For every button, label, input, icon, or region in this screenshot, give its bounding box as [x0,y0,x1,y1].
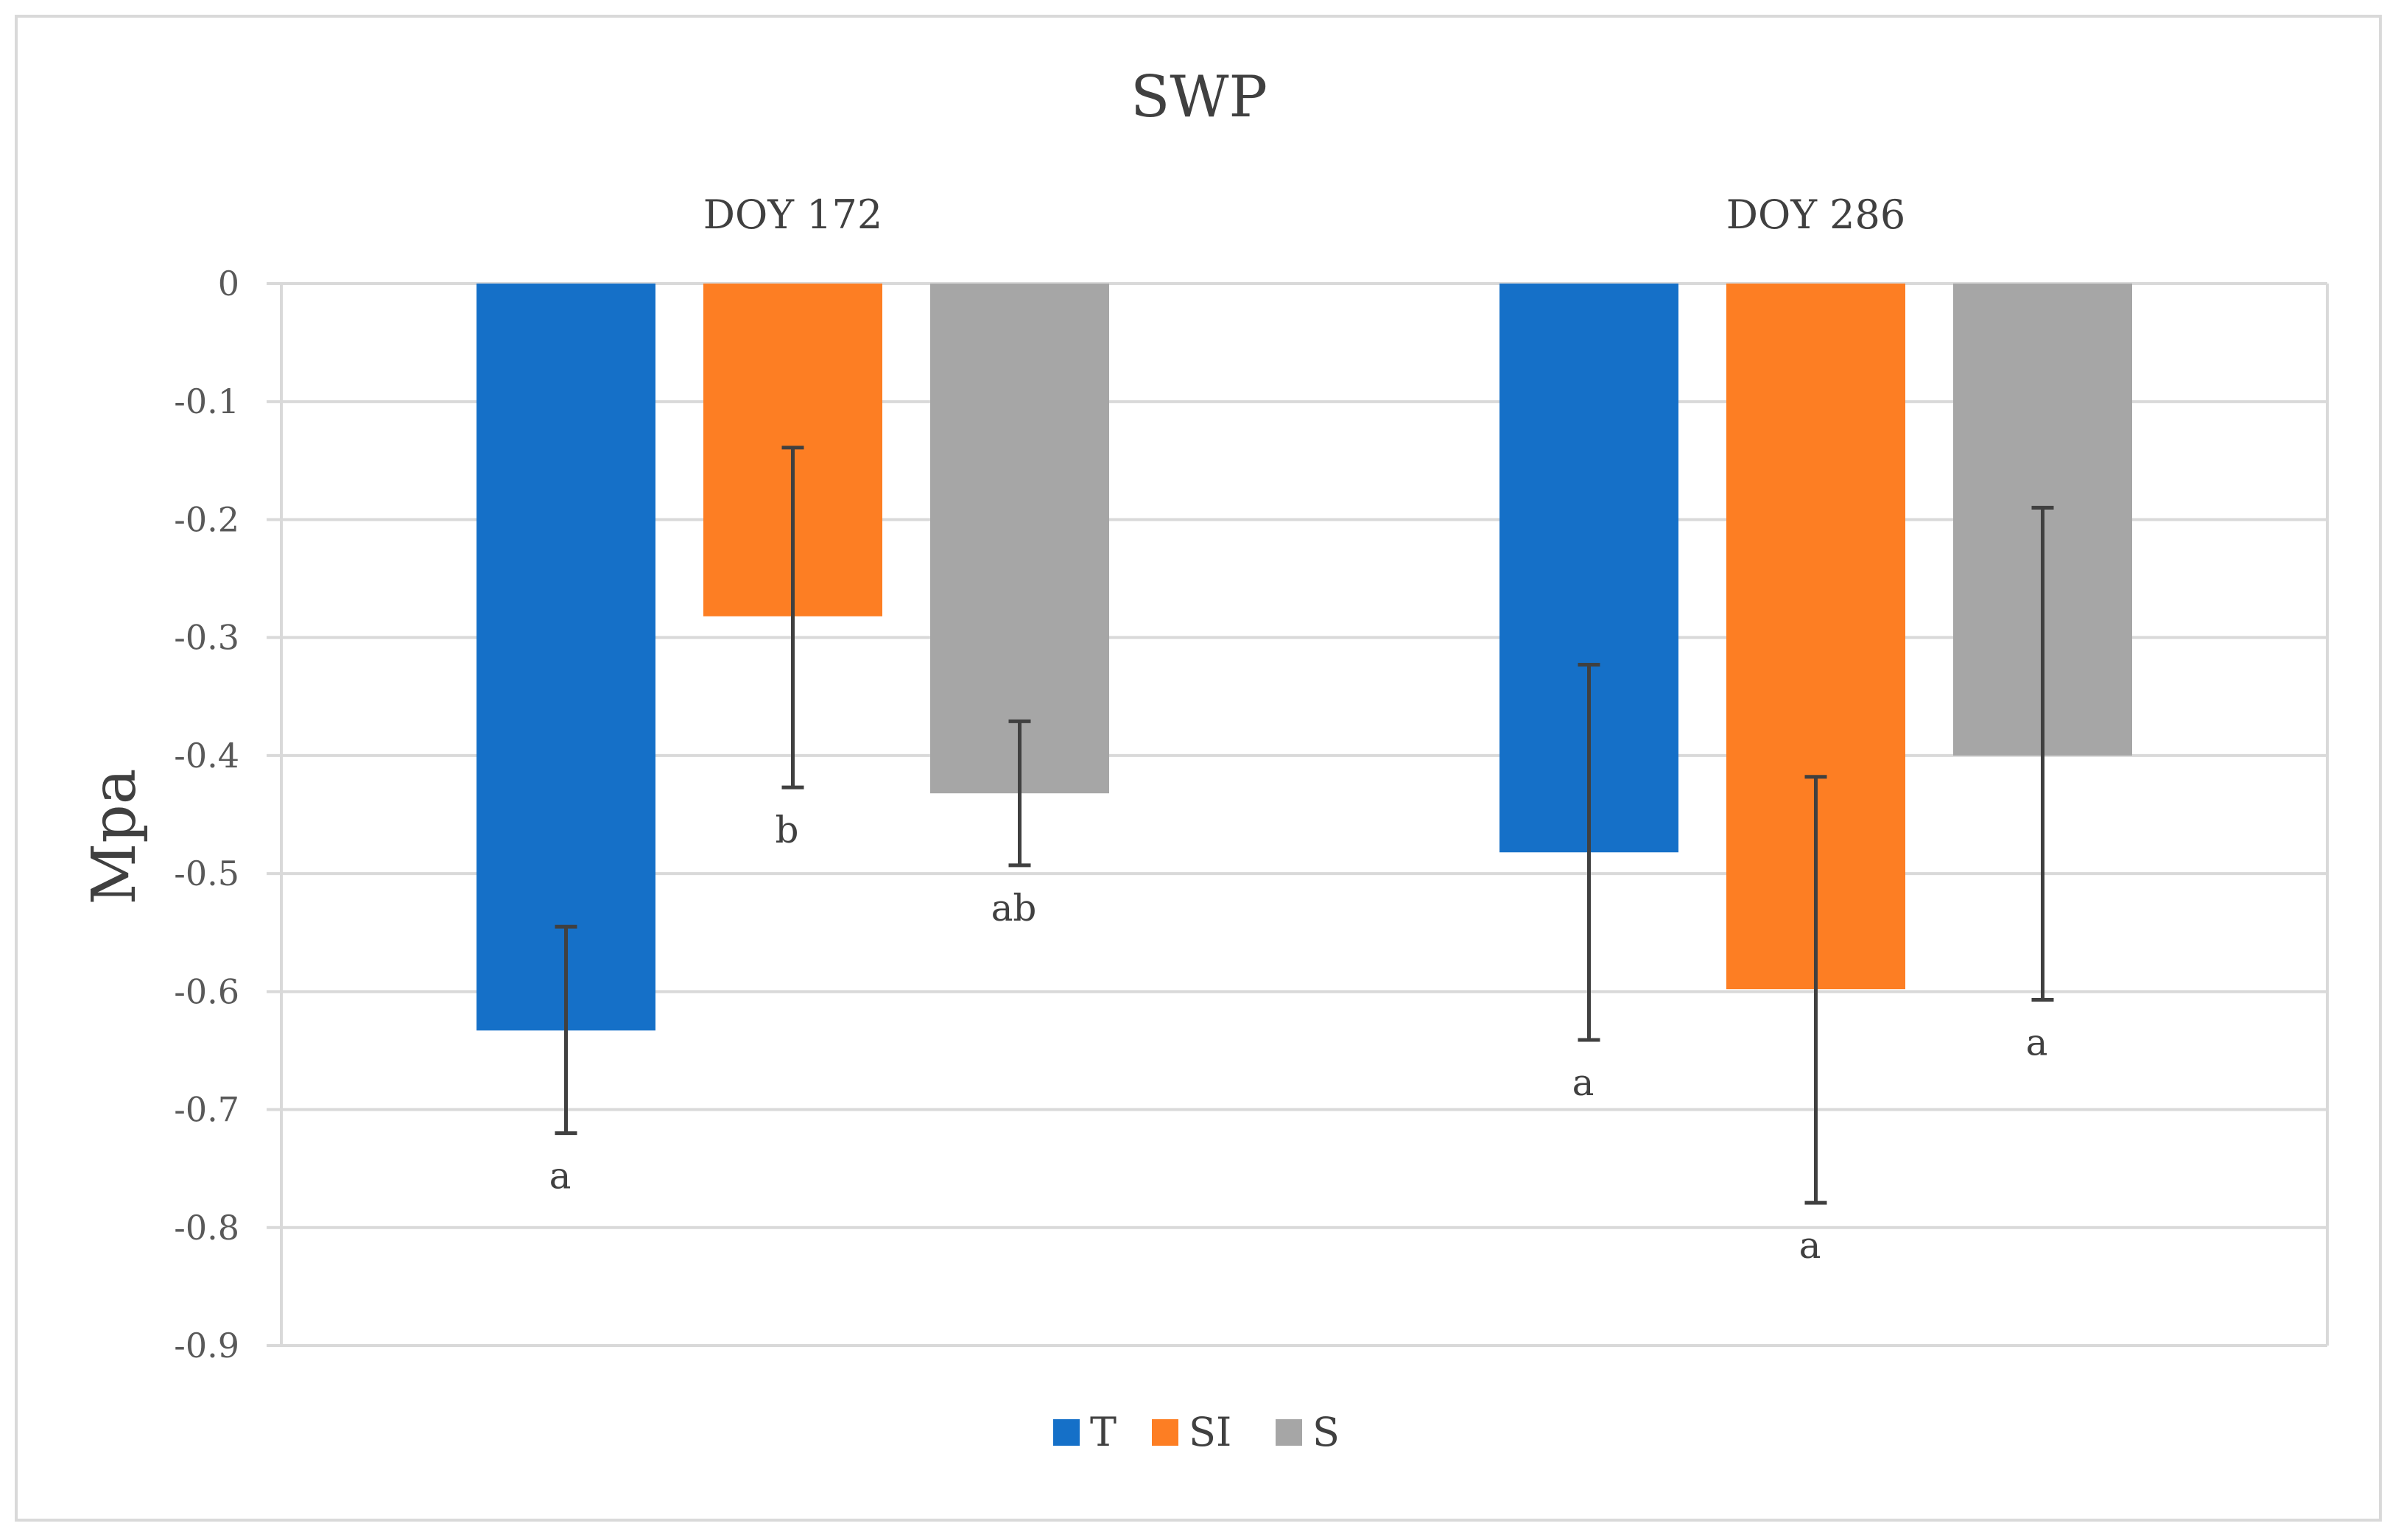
bars [477,284,2132,1031]
y-tick-label: -0.2 [174,499,239,539]
legend-swatch [1152,1419,1178,1446]
significance-label: a [2026,1022,2048,1064]
chart-title: SWP [1131,64,1267,130]
y-tick-label: 0 [218,264,239,303]
significance-label: ab [991,887,1037,929]
y-axis-ticks: 0 -0.1 -0.2 -0.3 -0.4 -0.5 -0.6 -0.7 -0.8 -0.9 [174,264,239,1365]
y-tick-label: -0.3 [174,618,239,658]
bar-t [477,284,655,1031]
y-tick-label: -0.9 [174,1326,239,1365]
significance-label: b [775,809,798,851]
y-tick-label: -0.4 [174,736,239,776]
bar-s [930,284,1109,794]
legend-swatch [1053,1419,1080,1446]
legend-swatch [1276,1419,1302,1446]
y-tick-label: -0.8 [174,1208,239,1248]
legend-label: S [1312,1409,1340,1455]
significance-label: a [549,1155,572,1198]
category-label: DOY 172 [703,191,882,238]
y-axis-title: Mpa [80,768,150,904]
y-tick-label: -0.1 [174,382,239,421]
category-labels: DOY 172 DOY 286 [703,191,1905,238]
significance-label: a [1572,1061,1594,1104]
y-tick-label: -0.6 [174,971,239,1011]
legend-label: T [1090,1409,1117,1455]
category-label: DOY 286 [1726,191,1905,238]
chart-frame [15,15,2382,1522]
y-tick-label: -0.7 [174,1090,239,1130]
y-tick-label: -0.5 [174,854,239,893]
legend-label: SI [1189,1409,1231,1455]
legend: T SI S [1053,1409,1340,1455]
error-bars [555,446,2054,1205]
significance-label: a [1799,1224,1821,1267]
